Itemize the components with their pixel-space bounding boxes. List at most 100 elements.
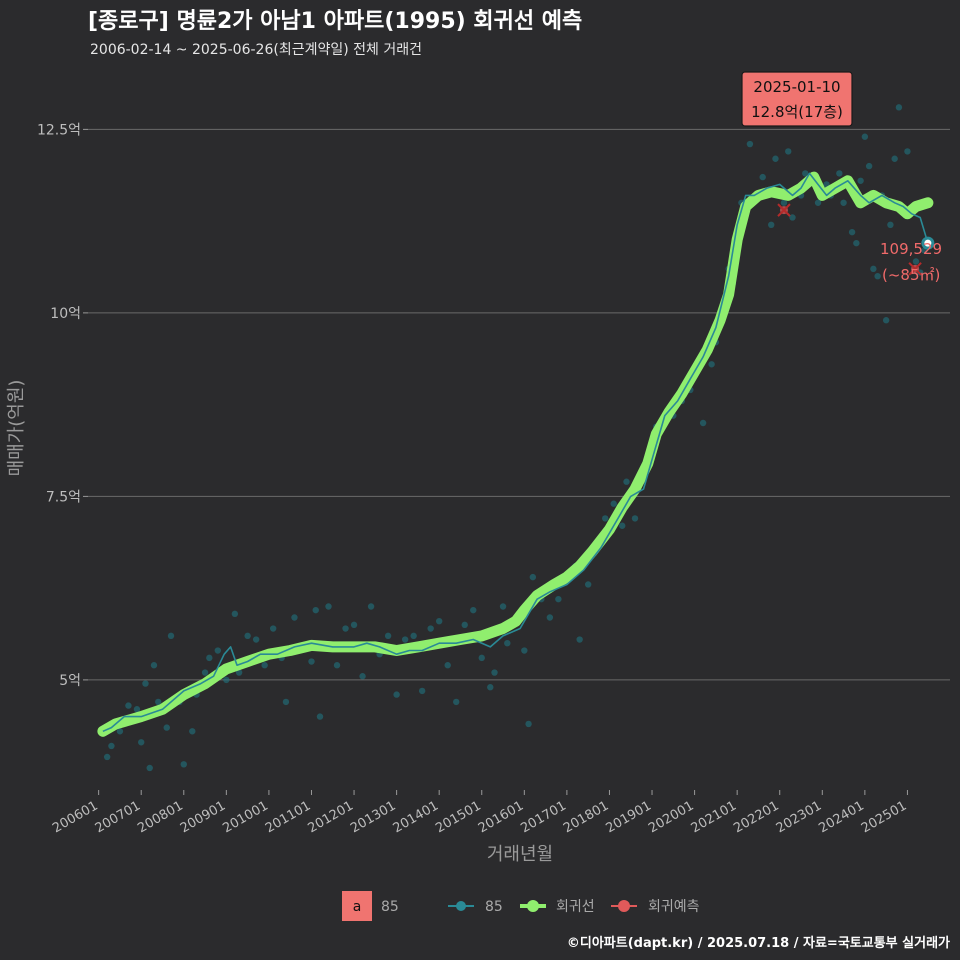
scatter-point-25 (269, 625, 277, 632)
scatter-point-72 (631, 515, 639, 522)
scatter-point-8 (150, 662, 158, 669)
scatter-point-18 (214, 647, 222, 654)
average-line-path (102, 172, 929, 733)
legend-prediction-dot (618, 900, 630, 912)
scatter-point-33 (325, 603, 332, 610)
ytick-label-3: 12.5억 (37, 122, 81, 138)
scatter-point-105 (840, 199, 847, 206)
grid (88, 128, 950, 681)
max-annotation-box (741, 71, 853, 127)
scatter-point-92 (759, 173, 766, 181)
scatter-point-24 (261, 662, 268, 669)
scatter-point-93 (768, 221, 775, 229)
legend-text-key-glyph: a (353, 899, 362, 915)
scatter-point-49 (461, 621, 468, 629)
scatter-point-104 (836, 170, 843, 177)
scatter-point-45 (427, 625, 434, 632)
scatter-point-69 (610, 500, 617, 507)
scatter-point-117 (895, 104, 903, 111)
scatter-point-121 (917, 269, 924, 276)
y-axis-label: 매매가(억원) (6, 380, 27, 477)
scatter-point-47 (444, 662, 451, 669)
scatter-point-5 (138, 739, 145, 746)
scatter-point-21 (235, 669, 243, 676)
scatter-point-41 (393, 691, 400, 698)
scatter-point-101 (814, 199, 822, 206)
scatter-point-111 (870, 265, 877, 273)
scatter-point-2 (116, 728, 124, 735)
legend-text-key (342, 891, 372, 921)
prediction-cross-b-0 (777, 203, 791, 217)
scatter-point-108 (857, 177, 864, 184)
prediction-area: (~85㎡) (882, 266, 940, 284)
scatter-point-22 (244, 632, 251, 640)
max-annotation-date: 2025-01-10 (753, 78, 840, 96)
ytick-label-2: 10억 (50, 306, 81, 322)
scatter-point-35 (342, 625, 349, 632)
scatter-point-51 (478, 654, 485, 662)
scatter-point-13 (180, 761, 187, 768)
x-axis-label: 거래년월 (487, 844, 553, 865)
scatter-point-46 (435, 617, 443, 625)
scatter-point-94 (772, 155, 779, 162)
scatter-point-32 (316, 713, 324, 720)
scatter-point-119 (904, 148, 911, 155)
scatter-point-1 (108, 742, 115, 750)
scatter-point-38 (367, 603, 375, 610)
scatter-point-115 (887, 221, 894, 229)
ytick-label-0: 5억 (59, 673, 81, 689)
scatter-point-23 (252, 636, 260, 643)
scatter-point-68 (602, 515, 609, 522)
scatter-point-57 (521, 647, 528, 654)
scatter-point-19 (223, 676, 230, 684)
scatter-point-7 (146, 764, 153, 772)
regression-line (97, 171, 934, 737)
scatter-point-82 (708, 361, 715, 368)
scatter-point-120 (912, 258, 920, 265)
scatter-point-44 (418, 687, 426, 695)
scatter-point-40 (384, 632, 392, 640)
caption: ©디아파트(dapt.kr) / 2025.07.18 / 자료=국토교통부 실… (567, 935, 950, 951)
scatter-point-37 (359, 673, 366, 680)
scatter-point-34 (333, 662, 341, 669)
scatter-point-66 (584, 581, 592, 588)
scatter-point-27 (282, 698, 290, 706)
scatter-point-110 (865, 162, 873, 170)
scatter-point-61 (546, 614, 554, 621)
chart-subtitle: 2006-02-14 ~ 2025-06-26(최근계약일) 전체 거래건 (90, 42, 422, 58)
last-point-marker (921, 236, 935, 250)
average-line (102, 172, 929, 733)
scatter-point-3 (125, 702, 132, 709)
scatter-point-36 (350, 621, 358, 629)
scatter-point-10 (163, 724, 170, 731)
legend-text-key-label: 85 (381, 899, 399, 915)
scatter-point-109 (861, 133, 869, 140)
legend: a 85 85 회귀선 회귀예측 (342, 891, 700, 921)
scatter-point-71 (623, 478, 630, 485)
scatter-point-107 (853, 239, 860, 247)
scatter-point-0 (103, 753, 111, 761)
scatter-point-97 (789, 214, 796, 221)
scatter-point-58 (525, 720, 532, 728)
scatter-point-99 (802, 170, 809, 177)
max-annotation: 2025-01-10 12.8억(17층) (741, 71, 853, 127)
scatter-point-43 (410, 632, 417, 640)
scatter-point-9 (155, 698, 162, 706)
legend-regression-dot (527, 900, 539, 912)
scatter-point-90 (746, 140, 754, 148)
scatter-point-4 (133, 706, 141, 713)
regression-line-path (97, 171, 934, 737)
scatter-point-95 (780, 199, 788, 206)
scatter-point-11 (167, 632, 175, 640)
scatter-point-55 (504, 639, 511, 647)
scatter-point-14 (189, 728, 196, 735)
prediction-cross-b-1 (908, 262, 922, 276)
prediction-markers (777, 203, 922, 276)
scatter-point-59 (529, 573, 537, 581)
chart-title: [종로구] 명륜2가 아남1 아파트(1995) 회귀선 예측 (88, 9, 582, 34)
prediction-value: 109,529 (880, 240, 942, 258)
legend-prediction-label: 회귀예측 (648, 899, 700, 915)
scatter-point-50 (470, 606, 477, 614)
